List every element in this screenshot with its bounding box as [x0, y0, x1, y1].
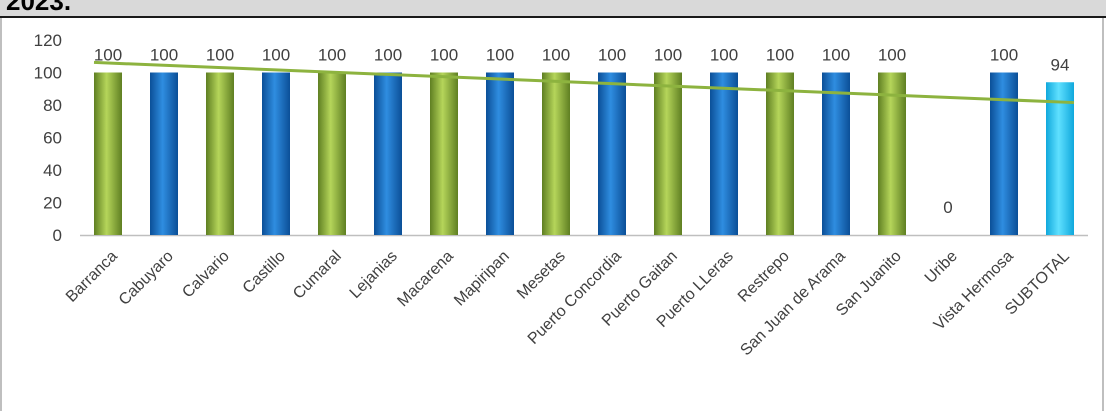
- category-label: Barranca: [63, 248, 121, 306]
- data-label: 94: [1051, 55, 1070, 74]
- category-label: Cabuyaro: [116, 248, 177, 309]
- data-label: 100: [542, 46, 570, 65]
- data-label: 100: [598, 46, 626, 65]
- bar: [1046, 82, 1074, 235]
- y-tick-label: 120: [34, 31, 62, 50]
- bar: [542, 72, 570, 235]
- data-label: 100: [94, 46, 122, 65]
- bar: [766, 72, 794, 235]
- category-label: Calvario: [179, 248, 233, 302]
- bar: [150, 72, 178, 235]
- data-label: 100: [654, 46, 682, 65]
- category-label: Cumaral: [290, 248, 345, 303]
- bar: [430, 72, 458, 235]
- category-label: Macarena: [394, 248, 456, 310]
- data-label: 100: [486, 46, 514, 65]
- category-label: Puerto Concordia: [525, 248, 625, 348]
- header-text: 2023.: [6, 0, 72, 16]
- data-label: 100: [990, 46, 1018, 65]
- category-label: Restrepo: [735, 248, 793, 306]
- category-label: San Juan de Arama: [737, 248, 848, 359]
- y-axis: 0 20 40 60 80 100 120: [34, 31, 1088, 245]
- bar: [486, 72, 514, 235]
- y-tick-label: 80: [43, 96, 62, 115]
- bar: [822, 72, 850, 235]
- category-label: Castillo: [240, 248, 289, 297]
- y-tick-label: 40: [43, 161, 62, 180]
- data-label: 100: [710, 46, 738, 65]
- data-label: 0: [943, 198, 952, 217]
- y-tick-label: 100: [34, 64, 62, 83]
- data-label: 100: [150, 46, 178, 65]
- category-label: Mapiripan: [451, 248, 513, 310]
- category-label: Uribe: [922, 248, 961, 287]
- data-label: 100: [766, 46, 794, 65]
- y-tick-label: 0: [53, 226, 62, 245]
- bar: [990, 72, 1018, 235]
- category-label: Mesetas: [514, 248, 569, 303]
- bar: [94, 72, 122, 235]
- trendline: [93, 60, 1075, 105]
- bars: [94, 72, 1074, 235]
- data-labels: 100 100 100 100 100 100 100 100 100 100 100 100 100 1…: [94, 46, 1070, 218]
- trendline-layer: [93, 60, 1075, 105]
- data-label: 100: [318, 46, 346, 65]
- bar: [374, 72, 402, 235]
- data-label: 100: [206, 46, 234, 65]
- category-label: Lejanias: [347, 248, 401, 302]
- bar: [318, 72, 346, 235]
- header-band: 2023.: [0, 0, 1106, 18]
- bar: [878, 72, 906, 235]
- data-label: 100: [822, 46, 850, 65]
- chart-frame: [0, 18, 1104, 411]
- bar: [206, 72, 234, 235]
- data-label: 100: [374, 46, 402, 65]
- bar: [598, 72, 626, 235]
- bar: [710, 72, 738, 235]
- bar: [262, 72, 290, 235]
- data-label: 100: [430, 46, 458, 65]
- y-tick-label: 60: [43, 129, 62, 148]
- y-tick-label: 20: [43, 194, 62, 213]
- data-label: 100: [262, 46, 290, 65]
- data-label: 100: [878, 46, 906, 65]
- bar: [654, 72, 682, 235]
